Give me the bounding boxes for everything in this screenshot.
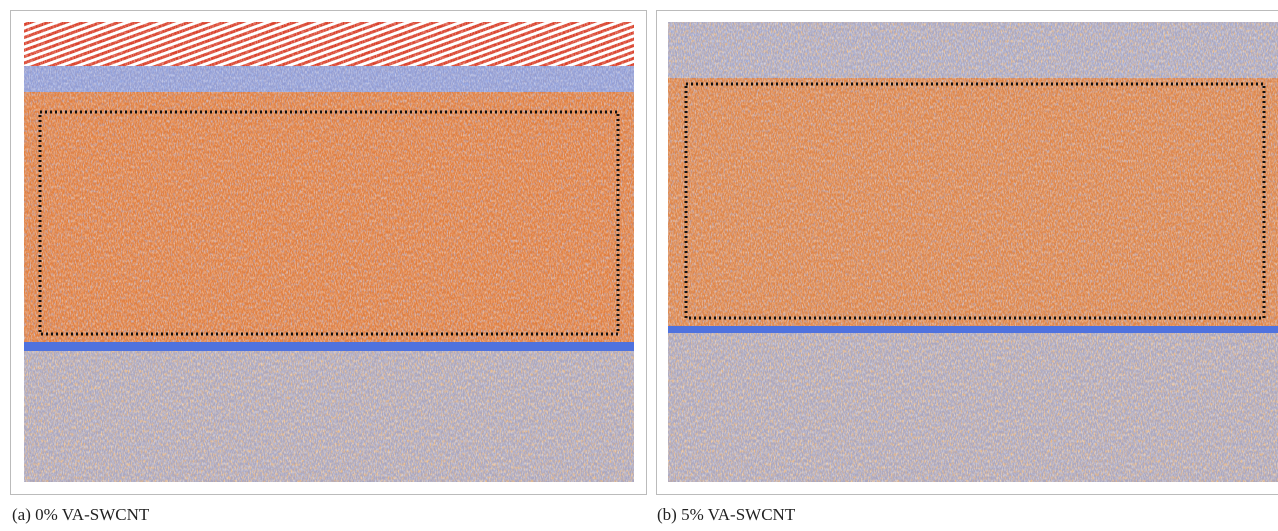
texture	[668, 22, 1278, 482]
caption: (b) 5% VA-SWCNT	[657, 505, 796, 524]
interface	[668, 326, 1278, 333]
panel-a	[11, 11, 647, 495]
texture	[24, 22, 634, 482]
interface	[24, 342, 634, 351]
panel-b	[657, 11, 1278, 495]
caption: (a) 0% VA-SWCNT	[12, 505, 150, 524]
